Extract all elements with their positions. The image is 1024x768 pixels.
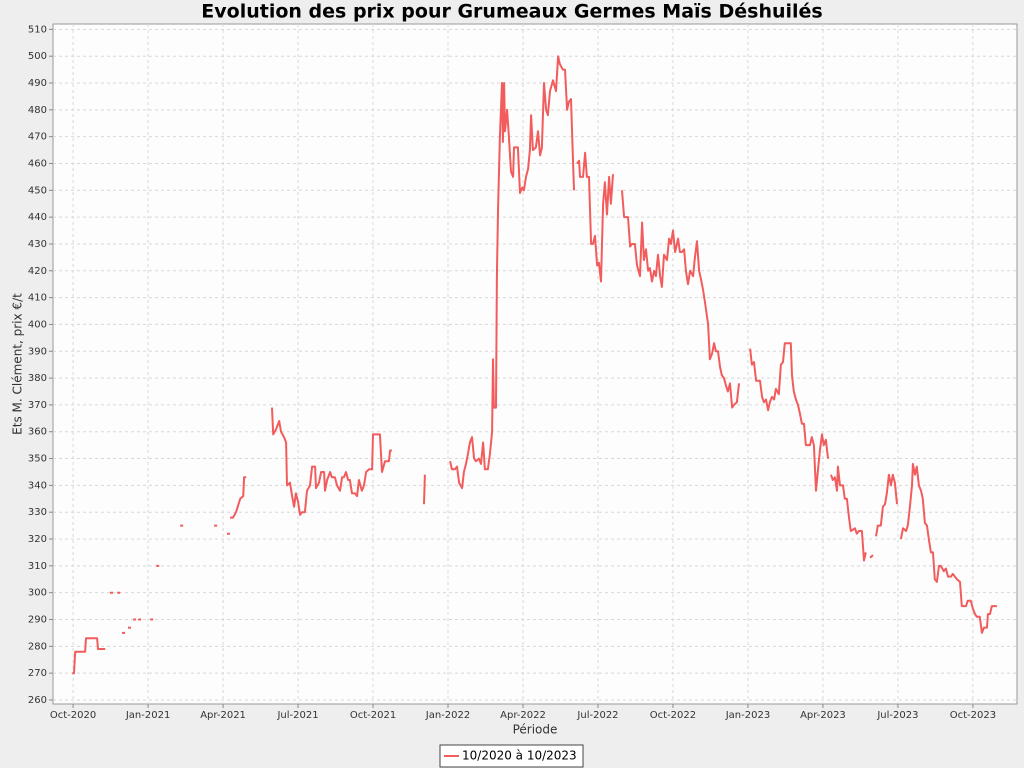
x-tick-label: Jan-2022 (425, 710, 470, 721)
y-tick-label: 420 (28, 266, 47, 277)
y-tick-label: 480 (28, 105, 47, 116)
y-tick-label: 440 (28, 212, 47, 223)
y-tick-label: 350 (28, 454, 47, 465)
y-tick-label: 260 (28, 695, 47, 706)
legend-box (439, 744, 584, 768)
y-tick-label: 310 (28, 561, 47, 572)
line-series (72, 55, 997, 675)
y-tick-label: 400 (28, 319, 47, 330)
y-tick-label: 470 (28, 132, 47, 143)
plot-area (52, 23, 1018, 705)
y-tick-label: 460 (28, 158, 47, 169)
y-tick-label: 340 (28, 480, 47, 491)
y-tick-label: 410 (28, 293, 47, 304)
y-tick-label: 270 (28, 668, 47, 679)
legend-label: 10/2020 à 10/2023 (462, 749, 577, 763)
x-axis-label: Période (513, 723, 558, 737)
y-tick-label: 320 (28, 534, 47, 545)
x-tick-label: Jul-2022 (576, 710, 618, 721)
x-tick-label: Oct-2022 (650, 710, 696, 721)
y-tick-label: 390 (28, 346, 47, 357)
x-tick-label: Jul-2021 (276, 710, 318, 721)
x-tick-label: Oct-2020 (50, 710, 96, 721)
y-tick-label: 370 (28, 400, 47, 411)
y-tick-label: 290 (28, 615, 47, 626)
x-tick-label: Apr-2023 (800, 710, 846, 721)
y-tick-label: 300 (28, 588, 47, 599)
x-tick-label: Jan-2021 (125, 710, 170, 721)
y-tick-label: 280 (28, 641, 47, 652)
y-tick-label: 430 (28, 239, 47, 250)
y-tick-label: 500 (28, 51, 47, 62)
x-tick-label: Jan-2023 (725, 710, 770, 721)
x-tick-label: Oct-2023 (950, 710, 996, 721)
x-tick-label: Apr-2021 (200, 710, 246, 721)
chart-title: Evolution des prix pour Grumeaux Germes … (201, 1, 822, 23)
x-tick-label: Oct-2021 (350, 710, 396, 721)
y-tick-label: 330 (28, 507, 47, 518)
y-tick-label: 360 (28, 427, 47, 438)
y-tick-label: 380 (28, 373, 47, 384)
x-tick-label: Apr-2022 (500, 710, 546, 721)
y-tick-label: 490 (28, 78, 47, 89)
y-tick-label: 510 (28, 24, 47, 35)
x-tick-label: Jul-2023 (876, 710, 918, 721)
y-tick-label: 450 (28, 185, 47, 196)
y-axis-label: Ets M. Clément, prix €/t (11, 293, 25, 435)
